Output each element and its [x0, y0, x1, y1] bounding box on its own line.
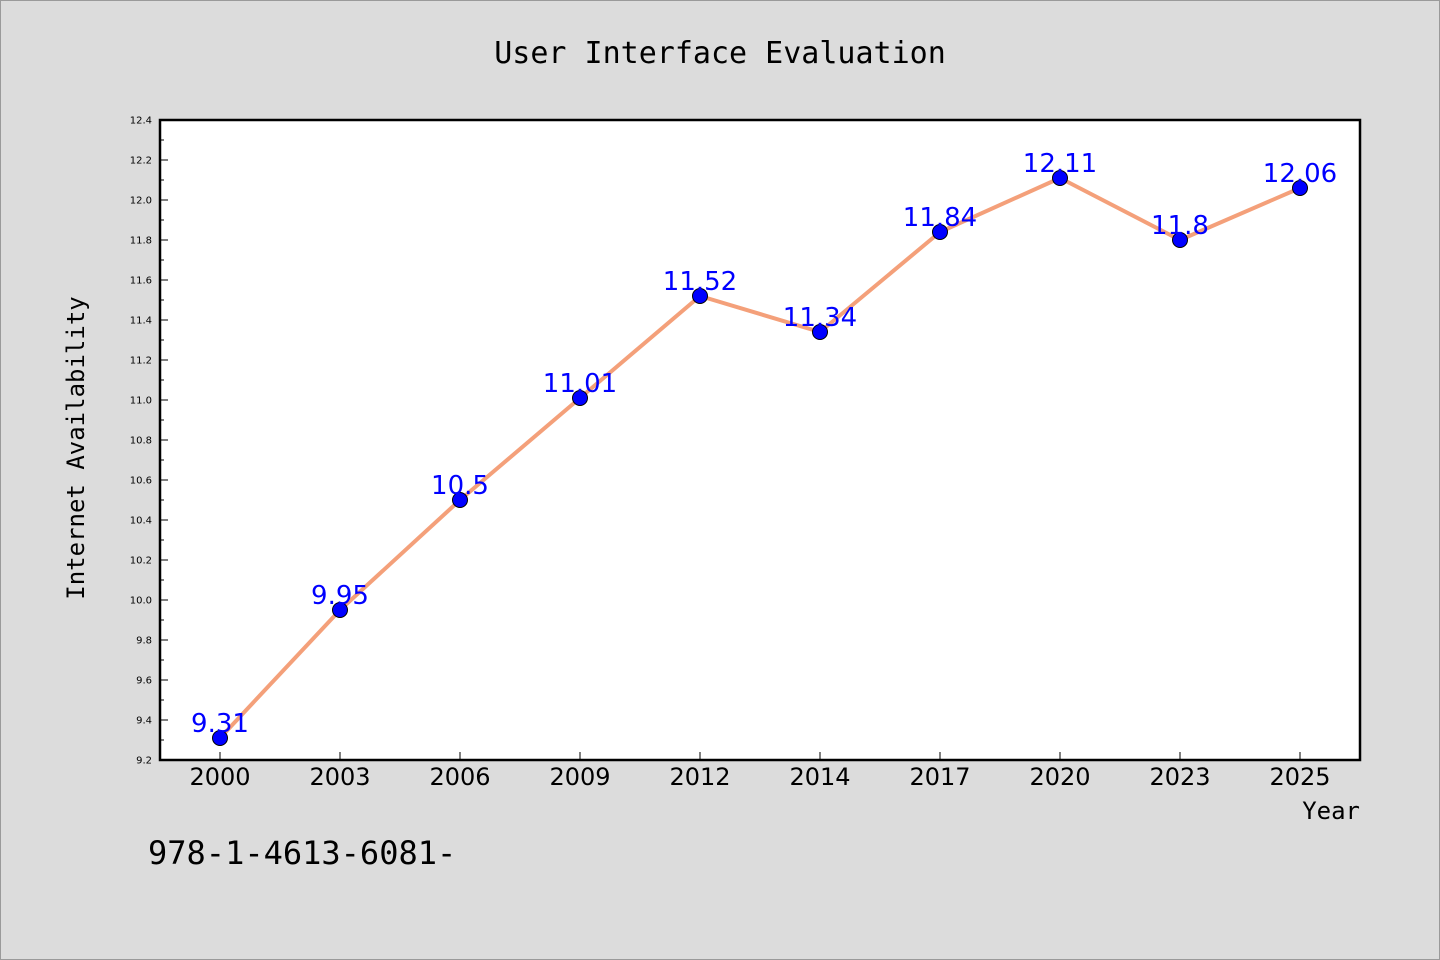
y-tick-label: 12.0 [130, 196, 152, 207]
data-point [932, 224, 948, 240]
data-point [812, 324, 828, 340]
data-point [692, 288, 708, 304]
data-point [332, 602, 348, 618]
x-tick-label: 2012 [669, 763, 730, 791]
data-labels: 9.31 9.95 10.5 11.01 11.52 11.34 11.84 12.11 11.… [191, 149, 1337, 739]
x-axis: 2000 2003 2006 2009 2012 2014 2017 2020 2023 2025 [189, 752, 1331, 791]
y-axis-label: Internet Availability [62, 296, 90, 599]
x-axis-label: Year [1302, 797, 1360, 825]
x-tick-label: 2000 [189, 763, 250, 791]
data-label: 12.06 [1263, 159, 1337, 189]
x-tick-label: 2020 [1029, 763, 1090, 791]
y-tick-label: 9.4 [136, 716, 152, 727]
y-tick-label: 9.8 [136, 636, 152, 647]
y-tick-label: 11.2 [130, 356, 152, 367]
data-label: 11.8 [1151, 211, 1209, 241]
series-group [212, 170, 1308, 746]
x-tick-label: 2017 [909, 763, 970, 791]
y-tick-label: 10.6 [130, 476, 152, 487]
x-tick-label: 2009 [549, 763, 610, 791]
data-point [212, 730, 228, 746]
y-tick-label: 9.6 [136, 676, 152, 687]
data-label: 11.84 [903, 203, 977, 233]
y-tick-label: 12.2 [130, 156, 152, 167]
y-tick-label: 11.8 [130, 236, 152, 247]
y-tick-label: 9.2 [136, 756, 152, 767]
y-tick-label: 11.0 [130, 396, 152, 407]
data-label: 11.34 [783, 303, 857, 333]
x-tick-label: 2023 [1149, 763, 1210, 791]
y-tick-label: 10.4 [130, 516, 152, 527]
data-point [452, 492, 468, 508]
y-tick-label: 10.2 [130, 556, 152, 567]
data-point [1292, 180, 1308, 196]
data-label: 9.31 [191, 709, 249, 739]
y-tick-label: 10.0 [130, 596, 152, 607]
y-tick-label: 11.4 [130, 316, 152, 327]
x-tick-label: 2003 [309, 763, 370, 791]
data-label: 11.01 [543, 369, 617, 399]
y-tick-label: 12.4 [130, 116, 152, 127]
y-tick-label: 10.8 [130, 436, 152, 447]
plot-area [158, 118, 1362, 762]
data-label: 12.11 [1023, 149, 1097, 179]
x-tick-label: 2014 [789, 763, 850, 791]
series-line [218, 176, 1301, 740]
data-point [1172, 232, 1188, 248]
data-label: 11.52 [663, 267, 737, 297]
y-tick-label: 11.6 [130, 276, 152, 287]
chart-title: User Interface Evaluation [494, 36, 946, 71]
x-tick-label: 2025 [1269, 763, 1330, 791]
data-point [1052, 170, 1068, 186]
x-tick-label: 2006 [429, 763, 490, 791]
y-axis: 9.2 9.4 9.6 9.8 10.0 10.2 10.4 10.6 10.8 11.0 11.2… [130, 116, 168, 767]
data-label: 10.5 [431, 471, 489, 501]
data-point [572, 390, 588, 406]
data-label: 9.95 [311, 581, 369, 611]
footer-text: 978-1-4613-6081- [148, 834, 456, 872]
